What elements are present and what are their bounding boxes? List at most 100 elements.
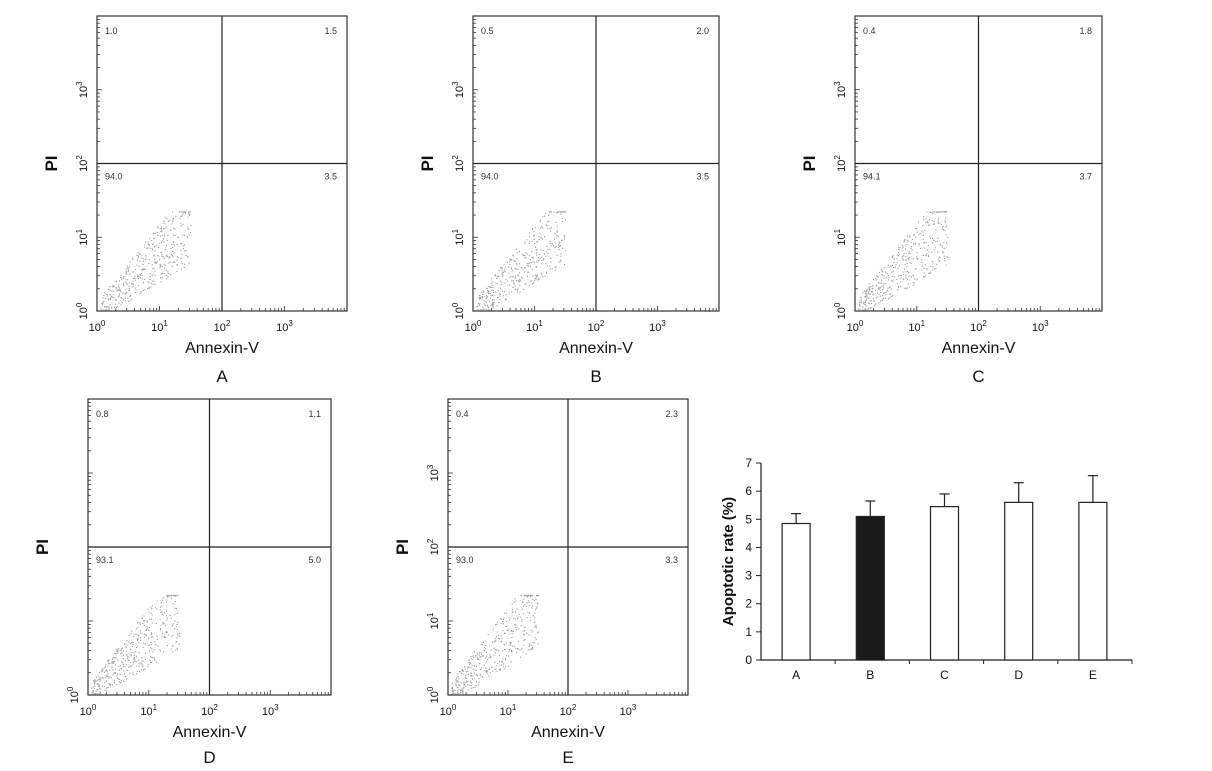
event-dot — [103, 671, 105, 673]
event-dot — [916, 252, 918, 254]
event-dot — [128, 666, 130, 668]
event-dot — [141, 663, 143, 665]
event-dot — [868, 286, 870, 288]
event-dot — [101, 309, 103, 311]
event-dot — [117, 306, 119, 308]
event-dot — [181, 253, 183, 255]
event-dot — [167, 595, 169, 597]
event-dot — [486, 655, 488, 657]
event-dot — [934, 247, 936, 249]
event-dot — [469, 662, 471, 664]
event-dot — [153, 649, 155, 651]
event-dot — [487, 291, 489, 293]
event-dot — [922, 238, 924, 240]
event-dot — [540, 227, 542, 229]
event-dot — [478, 654, 480, 656]
event-dot — [915, 268, 917, 270]
event-dot — [525, 653, 527, 655]
event-dot — [910, 263, 912, 265]
y-tick-label: 2 — [745, 597, 752, 611]
event-dot — [928, 219, 930, 221]
event-dot — [172, 623, 174, 625]
event-dot — [177, 257, 179, 259]
event-dot — [167, 596, 169, 598]
event-dot — [556, 225, 558, 227]
event-dot — [140, 292, 142, 294]
event-dot — [524, 604, 526, 606]
event-dot — [113, 653, 115, 655]
event-dot — [538, 236, 540, 238]
event-dot — [924, 229, 926, 231]
event-dot — [177, 595, 179, 597]
event-dot — [923, 216, 925, 218]
event-dot — [126, 271, 128, 273]
event-dot — [536, 606, 538, 608]
event-dot — [109, 286, 111, 288]
event-dot — [935, 268, 937, 270]
event-dot — [907, 258, 909, 260]
event-dot — [504, 270, 506, 272]
event-dot — [138, 665, 140, 667]
event-dot — [487, 306, 489, 308]
event-dot — [100, 679, 102, 681]
event-dot — [158, 246, 160, 248]
event-dot — [564, 211, 566, 213]
event-dot — [143, 278, 145, 280]
event-dot — [488, 293, 490, 295]
event-dot — [470, 656, 472, 658]
event-dot — [501, 661, 503, 663]
event-dot — [179, 211, 181, 213]
event-dot — [915, 228, 917, 230]
event-dot — [503, 632, 505, 634]
event-dot — [114, 660, 116, 662]
event-dot — [457, 690, 459, 692]
event-dot — [517, 289, 519, 291]
event-dot — [932, 262, 934, 264]
event-dot — [891, 275, 893, 277]
event-dot — [511, 630, 513, 632]
event-dot — [881, 270, 883, 272]
event-dot — [173, 645, 175, 647]
event-dot — [141, 618, 143, 620]
event-dot — [169, 274, 171, 276]
event-dot — [182, 223, 184, 225]
event-dot — [490, 295, 492, 297]
event-dot — [463, 684, 465, 686]
event-dot — [946, 255, 948, 257]
event-dot — [105, 687, 107, 689]
event-dot — [468, 666, 470, 668]
event-dot — [123, 282, 125, 284]
event-dot — [126, 640, 128, 642]
event-dot — [921, 230, 923, 232]
event-dot — [169, 261, 171, 263]
event-dot — [147, 243, 149, 245]
event-dot — [540, 263, 542, 265]
event-dot — [151, 280, 153, 282]
event-dot — [559, 259, 561, 261]
event-dot — [461, 670, 463, 672]
event-dot — [172, 217, 174, 219]
event-dot — [99, 685, 101, 687]
event-dot — [477, 658, 479, 660]
event-dot — [546, 271, 548, 273]
x-tick-label: 100 — [80, 703, 97, 718]
event-dot — [484, 304, 486, 306]
event-dot — [120, 653, 122, 655]
event-dot — [540, 237, 542, 239]
event-dot — [505, 299, 507, 301]
event-dot — [176, 264, 178, 266]
event-dot — [877, 287, 879, 289]
event-dot — [171, 255, 173, 257]
event-dot — [97, 683, 99, 685]
y-tick-label: 100 — [66, 686, 81, 703]
event-dot — [183, 250, 185, 252]
event-dot — [494, 275, 496, 277]
event-dot — [937, 251, 939, 253]
event-dot — [504, 282, 506, 284]
event-dot — [514, 598, 516, 600]
event-dot — [479, 294, 481, 296]
event-dot — [124, 660, 126, 662]
event-dot — [144, 244, 146, 246]
event-dot — [563, 211, 565, 213]
bar-d — [1004, 501, 1034, 661]
